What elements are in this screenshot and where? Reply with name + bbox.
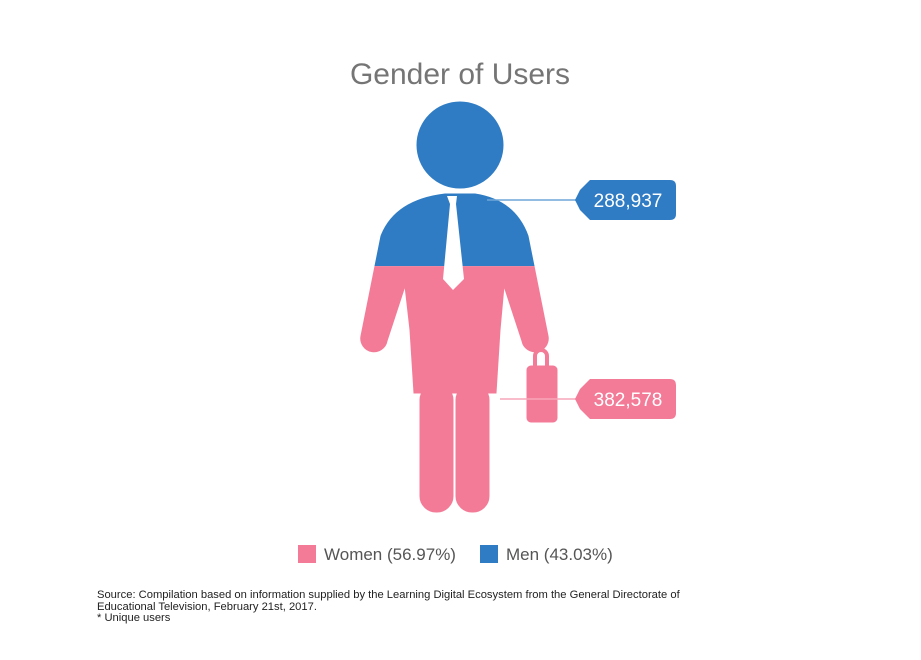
men-value-label: 288,937	[594, 191, 663, 212]
women-value-callout: 382,578	[575, 379, 676, 419]
legend-item-men[interactable]: Men (43.03%)	[480, 545, 613, 564]
women-value-label: 382,578	[594, 390, 663, 411]
legend-label-women: Women (56.97%)	[324, 545, 456, 564]
chart-title: Gender of Users	[350, 58, 570, 91]
tie-icon	[443, 196, 464, 290]
men-value-callout: 288,937	[575, 180, 676, 220]
source-line-2: Educational Television, February 21st, 2…	[97, 600, 317, 613]
legend: Women (56.97%) Men (43.03%)	[298, 545, 613, 564]
unique-users-note: * Unique users	[97, 612, 171, 624]
legend-item-women[interactable]: Women (56.97%)	[298, 545, 456, 564]
legend-swatch-women	[298, 545, 316, 563]
legend-label-men: Men (43.03%)	[506, 545, 613, 564]
legend-swatch-men	[480, 545, 498, 563]
source-line-1: Source: Compilation based on information…	[97, 589, 680, 601]
source-note: Source: Compilation based on information…	[97, 589, 777, 625]
